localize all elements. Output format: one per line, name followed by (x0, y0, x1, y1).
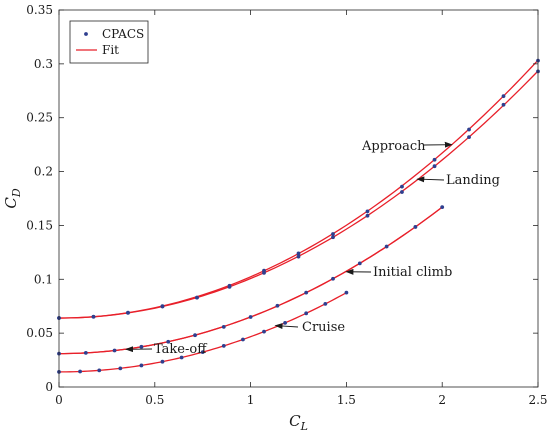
y-tick-label: 0 (45, 380, 53, 394)
data-point-cruise-9 (241, 337, 245, 342)
data-point-cruise-6 (179, 355, 184, 360)
data-point-cruise-13 (323, 301, 328, 306)
y-tick-label: 0.25 (26, 111, 53, 125)
y-tick-label: 0.2 (34, 165, 53, 179)
data-point-landing-5 (227, 284, 232, 289)
data-point-cruise-5 (160, 359, 165, 364)
annotation-label-landing: Landing (446, 173, 500, 188)
data-point-landing-4 (195, 295, 199, 300)
data-point-landing-3 (160, 304, 165, 309)
data-point-initial-climb-10 (331, 276, 335, 281)
x-tick-label: 0 (55, 393, 63, 407)
data-point-initial-climb-13 (413, 225, 418, 229)
axes-box (58, 9, 539, 388)
y-axis-label: CD (2, 188, 23, 208)
y-tick-label: 0.3 (34, 57, 53, 71)
annotation-label-take-off: Take-off (154, 342, 208, 357)
data-point-cruise-2 (97, 368, 102, 373)
data-point-cruise-1 (78, 369, 82, 374)
legend-box (69, 20, 149, 64)
data-point-approach-7 (296, 251, 301, 256)
annotation-label-initial-climb: Initial climb (373, 265, 452, 280)
data-point-approach-12 (467, 127, 471, 132)
x-tick-label: 1 (247, 393, 255, 407)
data-point-initial-climb-11 (357, 261, 362, 266)
legend-marker-cpacs (84, 32, 88, 36)
x-axis-label: CL (289, 412, 308, 433)
data-point-landing-1 (91, 314, 96, 319)
data-point-landing-7 (296, 254, 301, 259)
fit-line-landing (58, 70, 539, 319)
fit-line-initial-climb (58, 206, 443, 355)
data-point-initial-climb-12 (384, 244, 389, 249)
fit-line-approach (58, 59, 539, 319)
data-point-initial-climb-5 (193, 333, 197, 338)
data-point-landing-6 (262, 270, 266, 275)
data-point-landing-2 (126, 310, 130, 315)
x-tick-label: 0.5 (145, 393, 164, 407)
data-point-approach-11 (432, 157, 437, 162)
legend-label-cpacs: CPACS (102, 27, 144, 41)
data-point-cruise-12 (304, 311, 309, 316)
legend-label-fit: Fit (102, 43, 119, 57)
data-point-cruise-3 (118, 366, 123, 371)
fit-line-take-off (58, 206, 443, 355)
annotation-label-cruise: Cruise (302, 320, 345, 335)
annotation-arrow-landing (416, 176, 445, 183)
data-point-initial-climb-6 (221, 325, 226, 329)
data-point-cruise-11 (283, 321, 287, 325)
data-point-landing-13 (501, 102, 506, 107)
data-point-cruise-8 (221, 343, 226, 348)
data-point-initial-climb-2 (112, 348, 117, 353)
y-tick-label: 0.05 (26, 326, 53, 340)
data-point-approach-9 (365, 209, 370, 214)
x-tick-label: 2 (438, 393, 446, 407)
data-point-approach-10 (400, 184, 404, 189)
y-tick-label: 0.1 (34, 272, 53, 286)
data-point-initial-climb-8 (275, 303, 280, 308)
x-tick-label: 1.5 (337, 393, 356, 407)
data-point-initial-climb-3 (139, 344, 144, 349)
data-point-initial-climb-9 (304, 290, 309, 295)
data-point-approach-8 (331, 232, 335, 236)
data-point-initial-climb-1 (83, 350, 88, 355)
y-tick-label: 0.35 (26, 3, 53, 17)
data-point-approach-13 (501, 94, 506, 99)
annotation-arrow-cruise (274, 323, 299, 330)
data-point-cruise-10 (262, 329, 266, 334)
data-point-landing-11 (432, 164, 437, 169)
data-point-landing-8 (331, 235, 335, 240)
data-point-initial-climb-4 (166, 339, 171, 344)
data-point-landing-9 (365, 213, 370, 218)
data-point-initial-climb-7 (248, 315, 253, 319)
data-point-cruise-4 (139, 363, 144, 368)
y-tick-label: 0.15 (26, 218, 53, 232)
data-point-cruise-14 (344, 290, 349, 295)
annotation-label-approach: Approach (361, 139, 426, 154)
data-point-initial-climb-14 (440, 205, 445, 210)
data-point-landing-12 (467, 135, 471, 140)
x-tick-label: 2.5 (528, 393, 547, 407)
data-point-cruise-7 (200, 350, 205, 354)
data-point-landing-10 (400, 190, 404, 194)
